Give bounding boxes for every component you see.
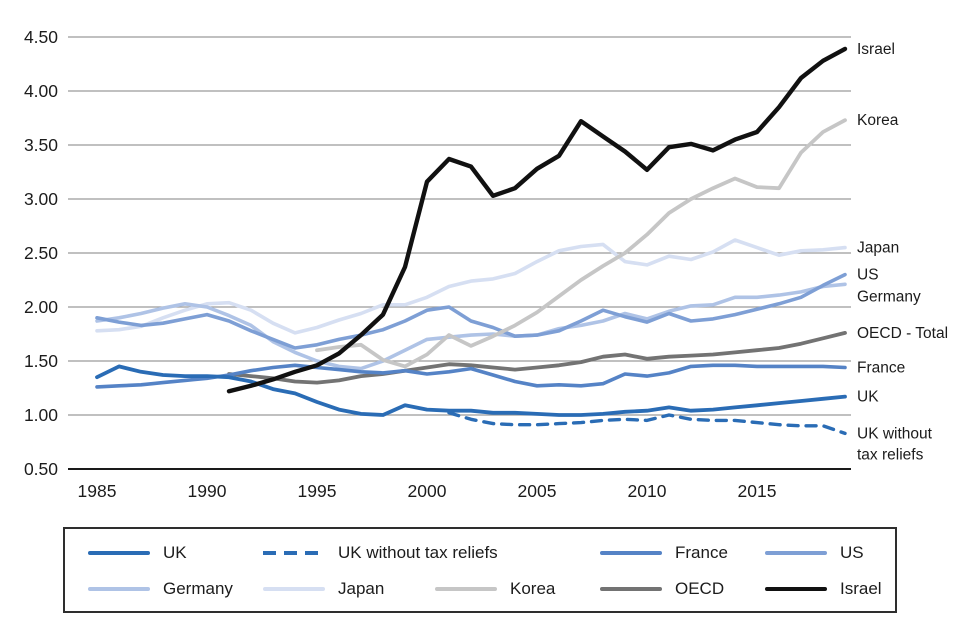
legend-item-germany: Germany	[88, 579, 233, 599]
legend-swatch-korea	[435, 587, 497, 591]
y-tick-label-1.50: 1.50	[24, 351, 58, 371]
legend-label-us: US	[840, 543, 864, 562]
legend-label-uk-without-tax-reliefs: UK without tax reliefs	[338, 543, 498, 562]
legend-swatch-us	[765, 551, 827, 555]
legend-swatch-uk	[88, 551, 150, 555]
legend-swatch-uk-without-tax-reliefs	[263, 551, 325, 555]
y-tick-label-0.50: 0.50	[24, 459, 58, 479]
series-line-oecd	[227, 330, 847, 385]
x-tick-label-1985: 1985	[78, 481, 117, 501]
legend-swatch-israel	[765, 587, 827, 591]
y-tick-label-4.00: 4.00	[24, 81, 58, 101]
legend-label-korea: Korea	[510, 579, 556, 598]
x-tick-label-2005: 2005	[518, 481, 557, 501]
y-tick-label-2.00: 2.00	[24, 297, 58, 317]
x-tick-label-2000: 2000	[408, 481, 447, 501]
legend-label-france: France	[675, 543, 728, 562]
y-tick-label-1.00: 1.00	[24, 405, 58, 425]
legend-swatch-japan	[263, 587, 325, 591]
legend-item-israel: Israel	[765, 579, 882, 599]
legend-swatch-oecd	[600, 587, 662, 591]
series-line-uk-without-tax-reliefs	[447, 411, 847, 436]
series-label-us: US	[857, 267, 879, 284]
legend-label-uk: UK	[163, 543, 187, 562]
legend-label-israel: Israel	[840, 579, 882, 598]
series-label-germany: Germany	[857, 289, 921, 306]
legend-item-japan: Japan	[263, 579, 384, 599]
series-label-uk: UK	[857, 389, 879, 406]
x-tick-label-1995: 1995	[298, 481, 337, 501]
line-chart-canvas: 0.50 1.00 1.50 2.00 2.50 3.00 3.50 4.00 4.50 1985…	[24, 27, 948, 501]
y-tick-label-3.00: 3.00	[24, 189, 58, 209]
series-label-israel: Israel	[857, 41, 895, 58]
series-label-oecd: OECD - Total	[857, 325, 948, 342]
series-line-uk	[95, 364, 847, 417]
legend-item-france: France	[600, 543, 728, 563]
y-tick-label-3.50: 3.50	[24, 135, 58, 155]
legend-label-japan: Japan	[338, 579, 385, 598]
legend-label-oecd: OECD	[675, 579, 725, 598]
series-label-korea: Korea	[857, 112, 899, 129]
x-tick-label-2015: 2015	[738, 481, 777, 501]
series-label-france: France	[857, 359, 905, 376]
series-line-germany	[95, 282, 847, 371]
y-tick-label-4.50: 4.50	[24, 27, 58, 47]
legend-item-korea: Korea	[435, 579, 555, 599]
x-tick-label-1990: 1990	[188, 481, 227, 501]
legend-swatch-france	[600, 551, 662, 555]
chart-legend: UK UK without tax reliefs France US Germ…	[63, 527, 897, 613]
x-tick-label-2010: 2010	[628, 481, 667, 501]
series-label-japan: Japan	[857, 240, 899, 257]
series-line-korea	[315, 118, 847, 369]
series-line-japan	[95, 238, 847, 335]
series-line-us	[95, 272, 847, 350]
legend-item-uk: UK	[88, 543, 187, 563]
legend-item-uk-without-tax-reliefs: UK without tax reliefs	[263, 543, 498, 563]
legend-item-us: US	[765, 543, 864, 563]
y-tick-label-2.50: 2.50	[24, 243, 58, 263]
legend-swatch-germany	[88, 587, 150, 591]
series-label-uk-without-tax-reliefs: UK without tax reliefs	[857, 425, 933, 463]
series-line-israel	[226, 46, 848, 394]
legend-item-oecd: OECD	[600, 579, 724, 599]
legend-label-germany: Germany	[163, 579, 233, 598]
